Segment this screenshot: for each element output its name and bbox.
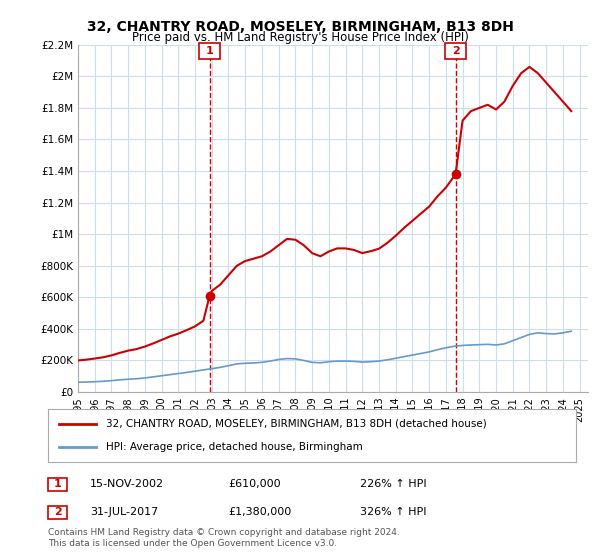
Text: Contains HM Land Registry data © Crown copyright and database right 2024.
This d: Contains HM Land Registry data © Crown c… [48, 528, 400, 548]
Text: Price paid vs. HM Land Registry's House Price Index (HPI): Price paid vs. HM Land Registry's House … [131, 31, 469, 44]
Text: 2: 2 [452, 46, 460, 56]
Text: £1,380,000: £1,380,000 [228, 507, 291, 517]
Text: 226% ↑ HPI: 226% ↑ HPI [360, 479, 427, 489]
Text: £610,000: £610,000 [228, 479, 281, 489]
Text: 326% ↑ HPI: 326% ↑ HPI [360, 507, 427, 517]
Text: 1: 1 [54, 479, 61, 489]
Text: 2: 2 [54, 507, 61, 517]
Text: 1: 1 [206, 46, 214, 56]
Text: 31-JUL-2017: 31-JUL-2017 [90, 507, 158, 517]
Text: HPI: Average price, detached house, Birmingham: HPI: Average price, detached house, Birm… [106, 442, 363, 452]
Text: 32, CHANTRY ROAD, MOSELEY, BIRMINGHAM, B13 8DH (detached house): 32, CHANTRY ROAD, MOSELEY, BIRMINGHAM, B… [106, 419, 487, 429]
Text: 32, CHANTRY ROAD, MOSELEY, BIRMINGHAM, B13 8DH: 32, CHANTRY ROAD, MOSELEY, BIRMINGHAM, B… [86, 20, 514, 34]
Text: 15-NOV-2002: 15-NOV-2002 [90, 479, 164, 489]
